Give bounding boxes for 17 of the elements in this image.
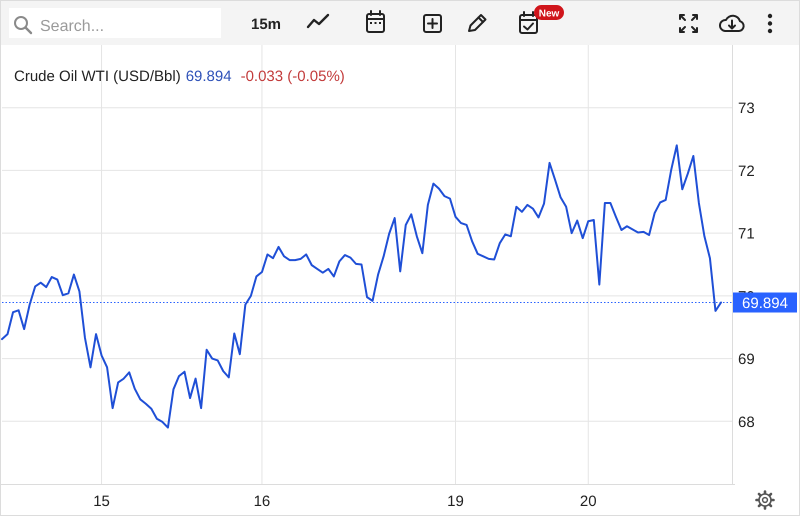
line-series <box>1 144 722 429</box>
text: New <box>538 8 560 20</box>
x-tick-label: 15 <box>93 493 110 510</box>
annotation: -0.033 (-0.05%) <box>240 68 345 85</box>
y-tick-label: 73 <box>738 100 755 118</box>
y-tick-label: 68 <box>738 414 755 431</box>
x-tick-label: 19 <box>447 493 464 510</box>
x-tick-label: 16 <box>254 493 270 510</box>
y-tick-label: 71 <box>738 226 755 243</box>
y-tick-label: 72 <box>738 162 755 180</box>
x-tick-label: 20 <box>580 493 597 510</box>
annotation: 69.894 <box>186 68 232 85</box>
text: Search... <box>40 18 104 35</box>
ref-line-label: 69.894 <box>742 295 788 312</box>
y-tick-label: 69 <box>738 351 755 368</box>
text: Crude Oil WTI (USD/Bbl) <box>14 68 181 85</box>
text: 15m <box>250 16 282 33</box>
